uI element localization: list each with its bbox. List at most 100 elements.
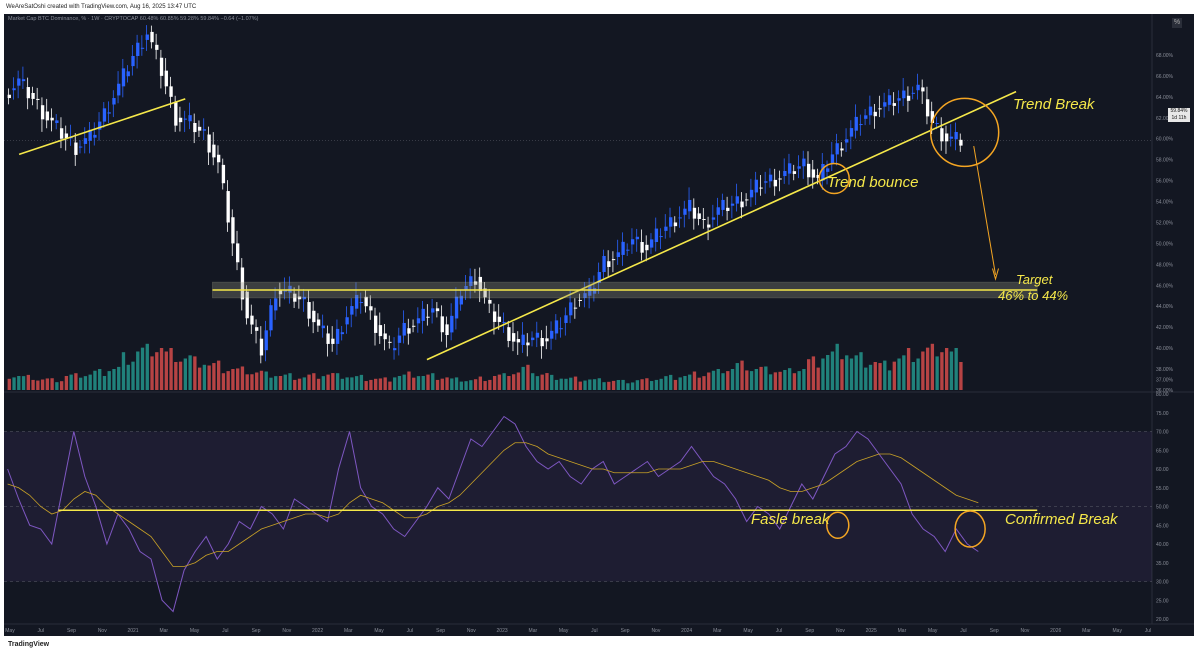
candle-body	[559, 328, 563, 330]
candle-body	[55, 120, 59, 123]
volume-bar	[136, 351, 140, 390]
time-tick-label: Jul	[1145, 628, 1151, 634]
candle-body	[207, 134, 211, 153]
volume-bar	[721, 373, 725, 390]
volume-bar	[887, 370, 892, 390]
volume-bar	[768, 374, 773, 390]
volume-bar	[340, 378, 345, 390]
candle-body	[550, 330, 554, 339]
chart-legend: Market Cap BTC Dominance, % · 1W · CRYPT…	[8, 16, 259, 22]
volume-bar	[821, 358, 825, 390]
volume-bar	[626, 383, 630, 390]
volume-bar	[635, 380, 640, 390]
candle-body	[145, 34, 149, 40]
volume-bar	[431, 373, 435, 390]
rsi-tick-label: 30.00	[1156, 580, 1169, 586]
volume-bar	[288, 373, 292, 390]
candle-body	[864, 115, 868, 119]
candle-body	[83, 138, 88, 144]
candle-body	[374, 315, 378, 333]
candle-body	[721, 199, 725, 210]
candle-body	[50, 117, 54, 121]
candle-body	[112, 98, 116, 105]
volume-bar	[231, 369, 235, 390]
candle-body	[916, 84, 920, 91]
candle-body	[297, 296, 302, 300]
candle-body	[250, 315, 254, 325]
price-tick-label: 46.00%	[1156, 283, 1174, 289]
volume-bar	[445, 377, 449, 390]
volume-bar	[478, 376, 483, 390]
volume-bar	[835, 343, 839, 390]
volume-bar	[117, 366, 121, 390]
time-tick-label: May	[559, 628, 569, 634]
volume-bar	[702, 376, 706, 390]
price-tick-label: 60.00%	[1156, 137, 1174, 143]
volume-bar	[683, 376, 687, 390]
volume-bar	[388, 381, 392, 390]
volume-bar	[159, 348, 164, 390]
candle-body	[369, 306, 373, 311]
volume-bar	[940, 352, 944, 390]
candle-body	[878, 108, 882, 110]
false-break-circle	[826, 511, 850, 539]
volume-bar	[26, 374, 30, 390]
volume-bar	[383, 377, 387, 390]
volume-bar	[21, 376, 26, 390]
candle-body	[764, 181, 768, 183]
volume-bar	[621, 379, 625, 390]
candle-body	[602, 255, 606, 273]
candle-body	[350, 306, 354, 315]
annotation-false-break: Fasle break	[751, 511, 830, 528]
volume-bar	[507, 376, 511, 390]
candle-body	[930, 111, 935, 123]
volume-bar	[473, 379, 478, 390]
candle-body	[635, 236, 640, 240]
volume-bar	[36, 380, 40, 390]
volume-bar	[335, 373, 340, 390]
price-tick-label: 54.00%	[1156, 200, 1174, 206]
candle-body	[726, 207, 730, 211]
candle-body	[78, 146, 83, 148]
price-tick-label: 37.00%	[1156, 378, 1174, 384]
volume-bar	[278, 376, 283, 390]
volume-bar	[297, 378, 302, 390]
candle-body	[678, 217, 682, 219]
volume-bar	[916, 358, 920, 390]
volume-bar	[759, 366, 763, 390]
percent-icon[interactable]: %	[1172, 18, 1182, 28]
chart-credit: WeAreSatOshi created with TradingView.co…	[0, 0, 1200, 14]
candle-body	[164, 70, 168, 87]
chart-frame[interactable]: Market Cap BTC Dominance, % · 1W · CRYPT…	[4, 14, 1194, 636]
candle-body	[783, 170, 787, 177]
candle-body	[302, 296, 306, 300]
volume-bar	[873, 362, 877, 390]
volume-bar	[911, 362, 916, 390]
volume-bar	[69, 374, 73, 390]
candle-body	[216, 154, 221, 163]
candle-body	[802, 158, 806, 167]
volume-bar	[692, 371, 697, 390]
volume-bar	[645, 378, 649, 390]
trend-break-circle	[929, 97, 1000, 168]
volume-bar	[521, 366, 525, 390]
rsi-band	[4, 431, 1152, 582]
time-tick-label: Mar	[159, 628, 168, 634]
candle-body	[359, 302, 364, 304]
volume-bar	[925, 347, 930, 390]
volume-bar	[944, 348, 949, 390]
volume-bar	[378, 378, 383, 390]
candle-body	[354, 294, 359, 309]
candle-body	[40, 105, 45, 120]
candle-body	[583, 293, 587, 298]
volume-bar	[816, 367, 820, 390]
volume-bar	[7, 378, 11, 390]
candle-body	[716, 207, 720, 215]
annotation-trend-bounce: Trend bounce	[827, 174, 919, 191]
volume-bar	[321, 376, 325, 390]
candle-body	[959, 139, 963, 146]
volume-bar	[545, 373, 549, 390]
candle-body	[454, 296, 459, 319]
volume-bar	[393, 377, 397, 390]
volume-bar	[12, 377, 16, 390]
